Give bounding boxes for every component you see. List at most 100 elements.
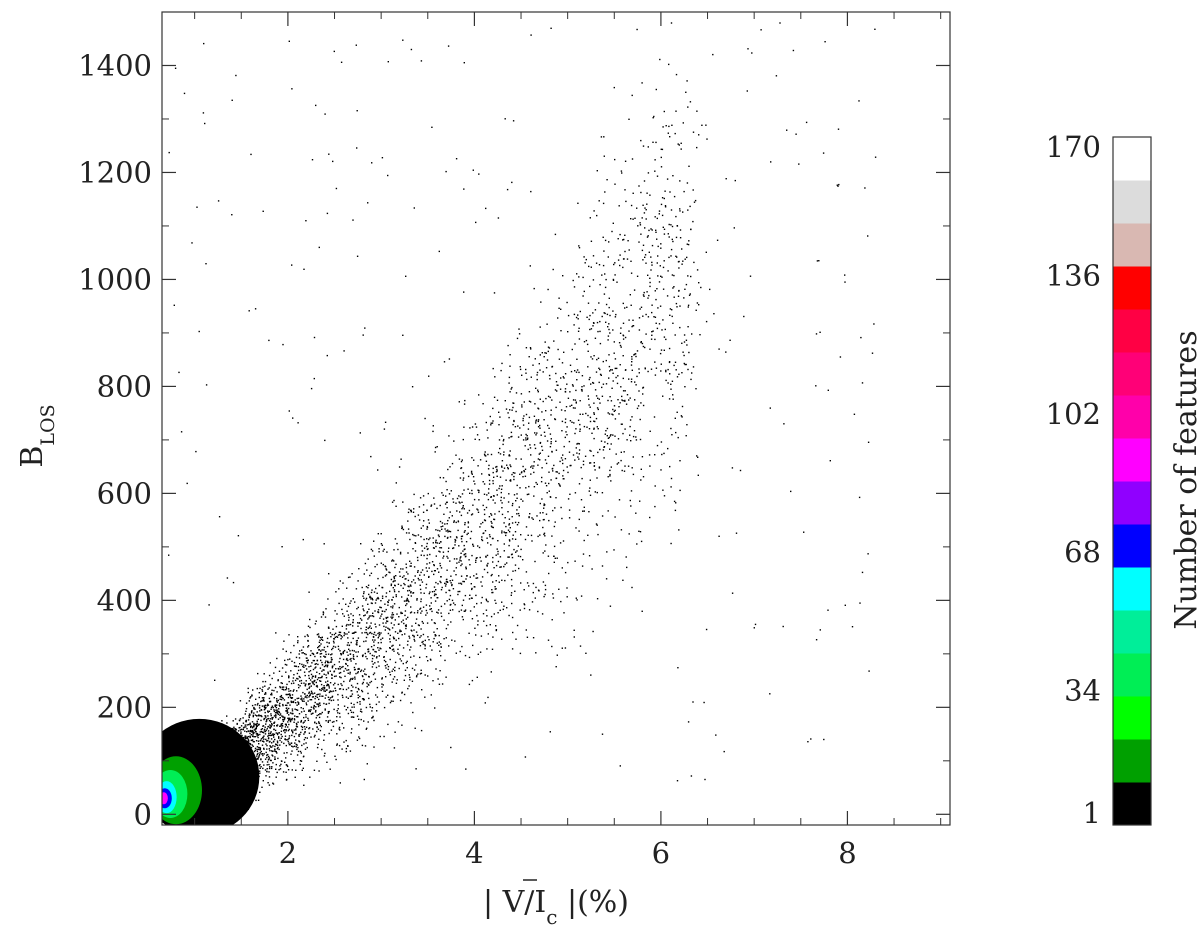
data-point	[528, 400, 531, 402]
data-point	[317, 646, 319, 649]
data-point	[295, 722, 298, 725]
data-point	[385, 568, 387, 570]
data-point	[458, 561, 460, 563]
data-point	[289, 720, 292, 723]
data-point	[283, 718, 286, 720]
data-point	[566, 466, 568, 468]
data-point	[291, 694, 294, 696]
data-point	[675, 302, 678, 305]
data-point	[250, 711, 253, 713]
data-point	[457, 521, 460, 523]
data-point	[383, 735, 385, 738]
data-point	[245, 710, 247, 712]
data-point	[304, 665, 307, 667]
data-point	[419, 584, 421, 586]
data-point	[568, 451, 571, 453]
data-point	[283, 742, 285, 745]
data-point	[327, 671, 329, 673]
data-point	[261, 786, 263, 788]
data-point	[461, 604, 463, 607]
data-point	[288, 718, 290, 720]
data-point	[477, 465, 479, 467]
data-point	[308, 683, 310, 685]
data-point	[401, 634, 403, 636]
data-point	[410, 565, 412, 567]
data-point	[539, 502, 541, 505]
data-point	[258, 755, 260, 757]
data-point	[564, 421, 567, 424]
data-point	[420, 600, 422, 603]
data-point	[265, 693, 267, 695]
data-point	[269, 746, 272, 748]
data-point	[592, 312, 594, 314]
data-point	[578, 530, 580, 532]
data-point	[608, 241, 610, 243]
data-point	[646, 192, 648, 194]
data-point	[587, 366, 589, 368]
data-point	[443, 638, 445, 640]
data-point	[590, 450, 592, 452]
data-point	[592, 255, 595, 257]
data-point	[624, 400, 626, 402]
data-point	[446, 489, 448, 491]
data-point	[481, 536, 483, 538]
data-point	[320, 680, 322, 682]
data-point	[445, 495, 447, 497]
data-point	[393, 589, 396, 591]
data-point	[318, 641, 321, 643]
data-point	[438, 571, 440, 573]
data-point	[352, 619, 354, 621]
data-point	[377, 533, 379, 535]
data-point	[683, 190, 685, 193]
data-point	[489, 624, 491, 626]
data-point	[259, 772, 261, 774]
data-point	[419, 645, 422, 647]
data-point	[460, 582, 462, 584]
data-point	[483, 620, 485, 622]
data-point	[312, 693, 314, 695]
data-point	[593, 462, 595, 464]
data-point	[543, 507, 545, 509]
data-point	[413, 669, 416, 671]
data-point	[276, 691, 278, 693]
data-point	[404, 674, 407, 677]
data-point	[392, 644, 394, 647]
data-point	[316, 678, 319, 681]
data-point	[533, 486, 536, 488]
data-point	[668, 256, 670, 259]
data-point	[481, 538, 483, 541]
data-point	[259, 791, 261, 793]
data-point	[642, 145, 645, 147]
data-point	[460, 564, 462, 567]
data-point	[319, 656, 322, 658]
data-point	[428, 567, 430, 569]
data-point	[258, 707, 261, 709]
data-point	[638, 185, 640, 187]
data-point	[676, 225, 679, 227]
data-point	[573, 313, 576, 316]
data-point	[588, 555, 591, 557]
data-point	[361, 689, 363, 692]
data-point	[603, 250, 605, 252]
data-point	[413, 636, 415, 638]
data-point	[286, 702, 289, 704]
data-point	[312, 696, 315, 698]
data-point	[632, 435, 635, 438]
data-point	[594, 491, 596, 493]
data-point	[324, 690, 326, 692]
data-point	[642, 345, 645, 348]
data-point	[470, 472, 473, 474]
data-point	[361, 586, 363, 589]
data-point	[599, 402, 601, 404]
data-point	[289, 718, 291, 721]
data-point	[394, 538, 397, 540]
data-point	[539, 424, 541, 427]
data-point	[324, 656, 327, 658]
data-point	[248, 715, 250, 717]
data-point	[352, 654, 355, 656]
data-point	[507, 468, 509, 470]
data-point	[452, 602, 455, 604]
data-point	[562, 454, 564, 456]
data-point	[505, 525, 507, 528]
data-point	[589, 449, 591, 452]
